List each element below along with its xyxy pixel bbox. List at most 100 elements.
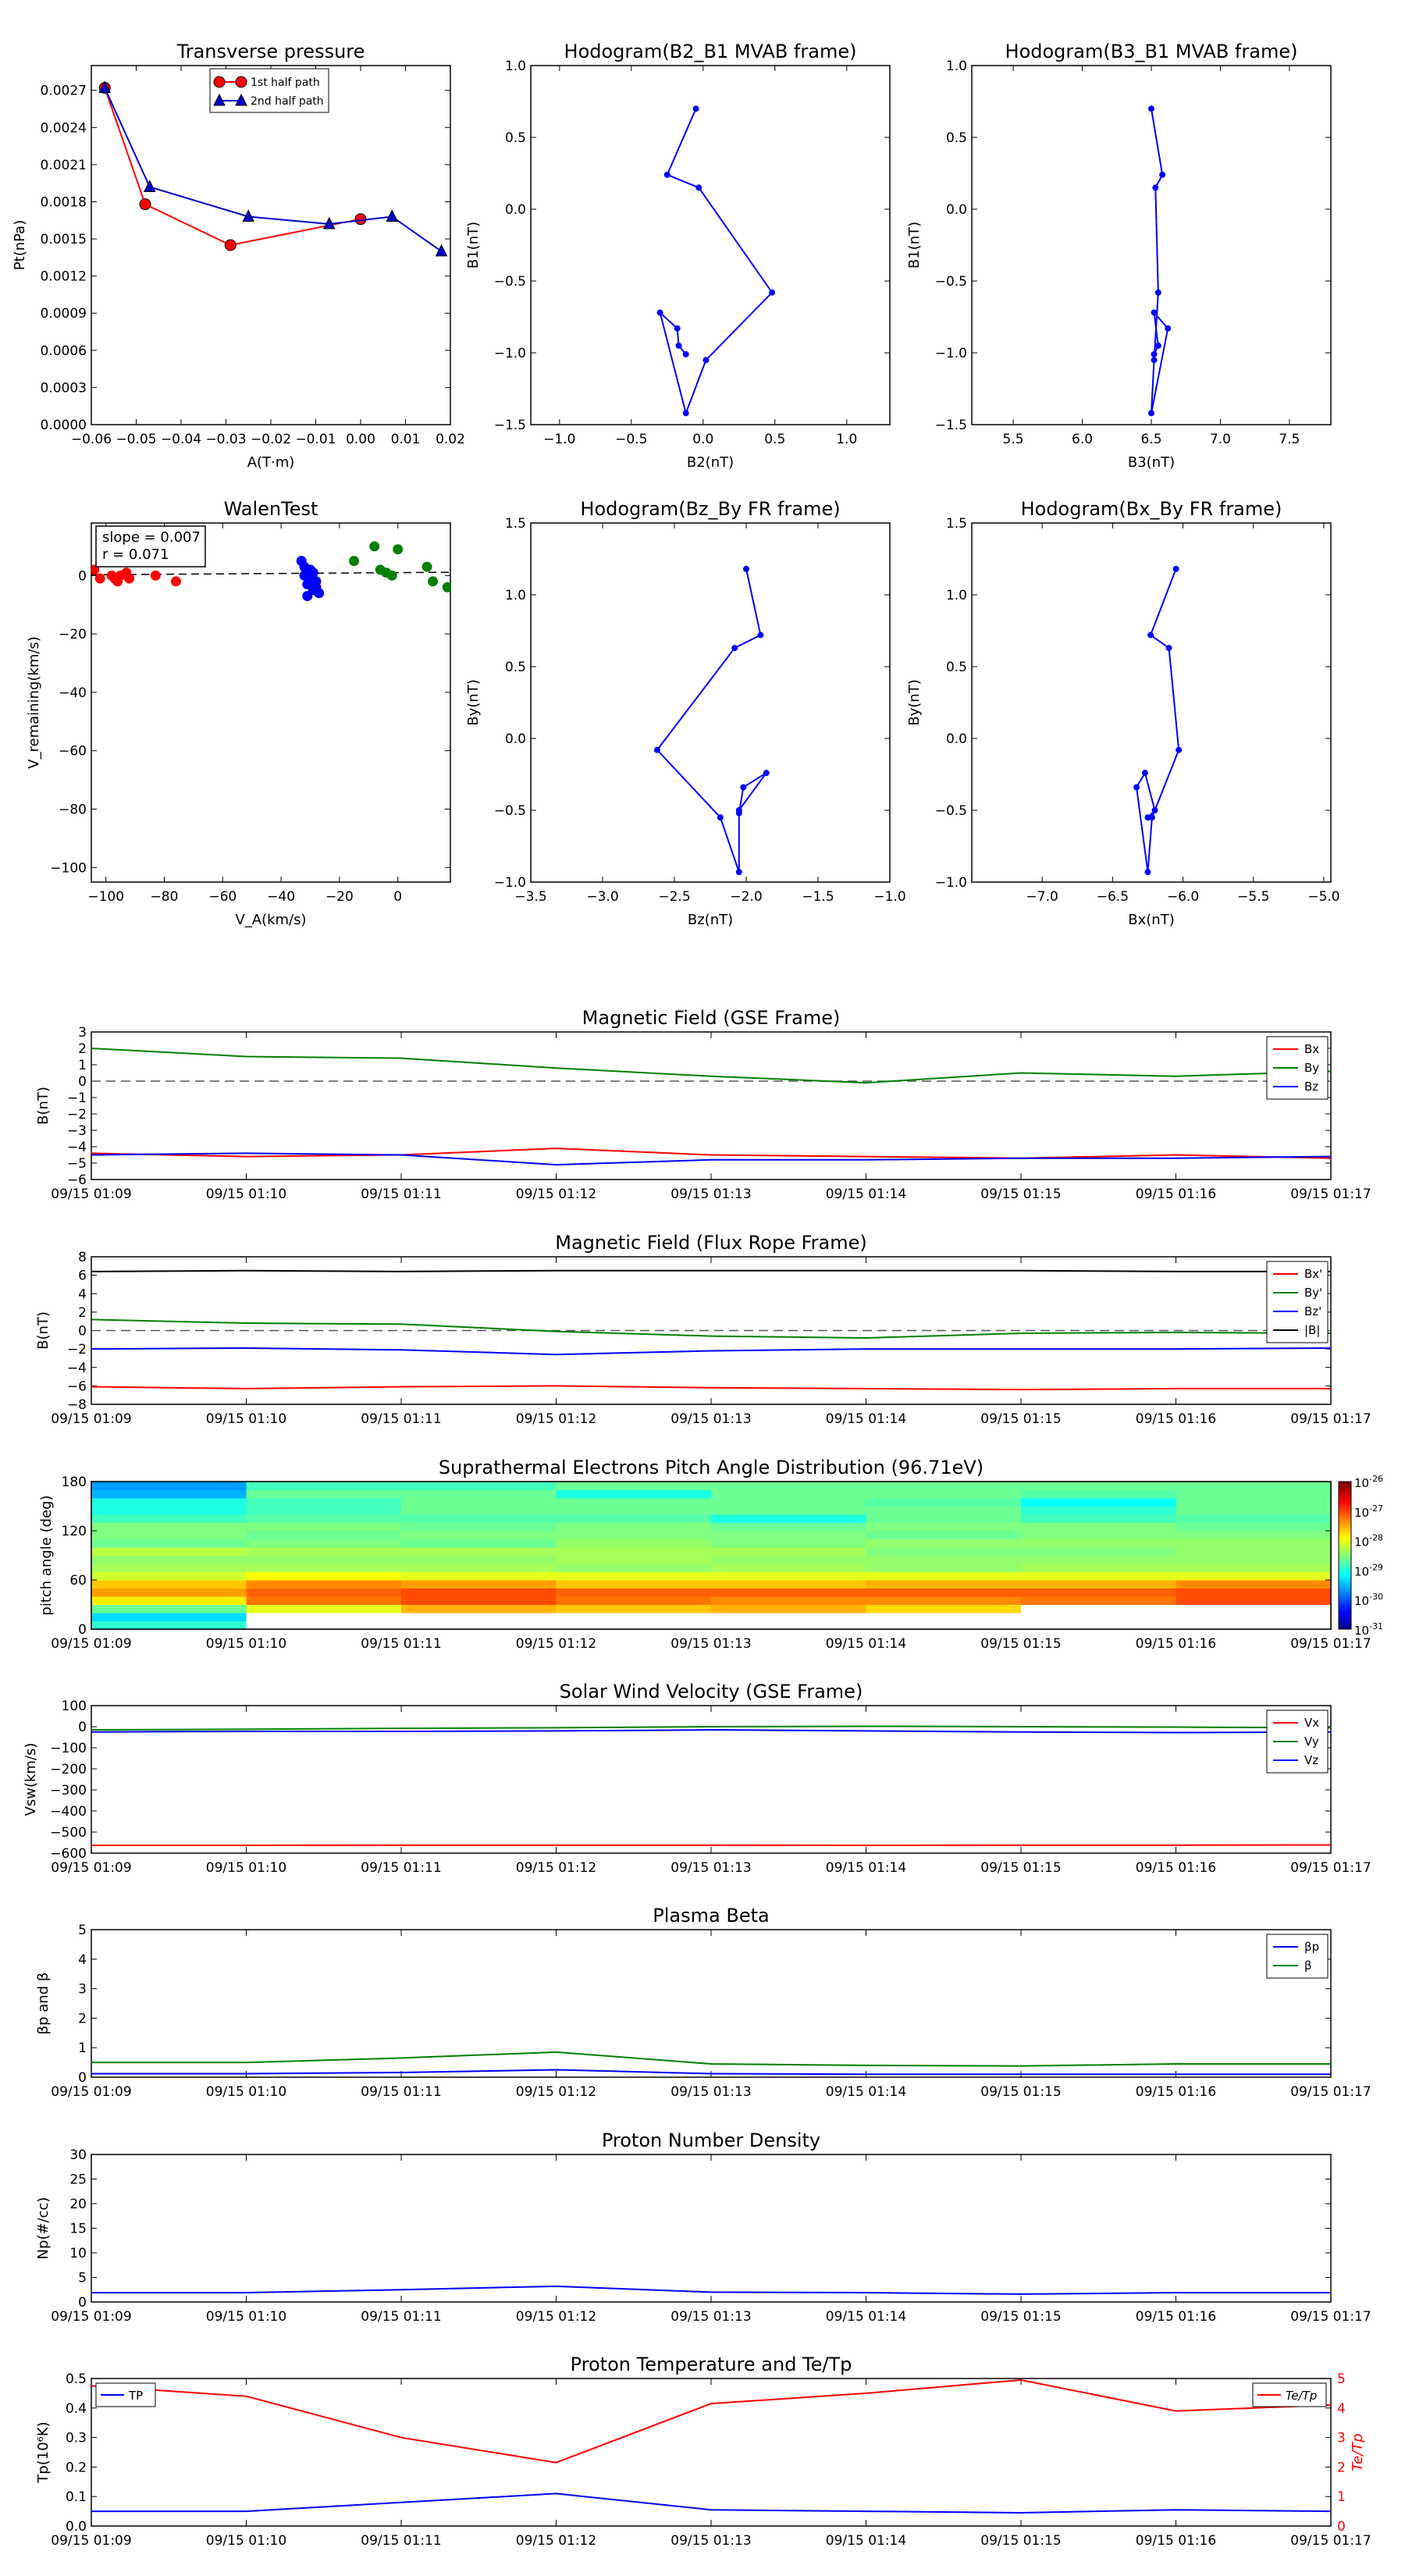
heatmap-cell xyxy=(91,1555,247,1564)
hodogram-bz-by-ytick-label: −1.0 xyxy=(494,875,526,891)
heatmap-cell xyxy=(1021,1547,1176,1556)
heatmap-cell xyxy=(1176,1571,1332,1581)
heatmap-cell xyxy=(246,1506,402,1515)
hodogram-bz-by-point xyxy=(740,784,747,791)
hodogram-b2-b1-marks xyxy=(656,105,776,417)
transverse-pressure-ytick-label: 0.0000 xyxy=(41,418,87,433)
walen-point xyxy=(422,561,432,572)
hodogram-bx-by-ytick-label: 1.0 xyxy=(946,588,967,603)
heatmap-cell xyxy=(91,1539,247,1548)
colorbar-segment xyxy=(1339,1489,1351,1493)
heatmap-cell xyxy=(556,1539,712,1548)
hodogram-b2-b1-point xyxy=(674,325,681,332)
magnetic-field-gse-title: Magnetic Field (GSE Frame) xyxy=(582,1007,841,1029)
proton-density-ytick-label: 0 xyxy=(78,2295,87,2311)
colorbar-segment xyxy=(1339,1562,1351,1566)
walen-test-ytick-label: 0 xyxy=(78,568,87,584)
plasma-beta-xtick-label: 09/15 01:16 xyxy=(1136,2084,1216,2100)
plasma-beta-xtick-label: 09/15 01:12 xyxy=(516,2084,596,2100)
colorbar-segment xyxy=(1339,1550,1351,1553)
heatmap-cell xyxy=(711,1580,866,1589)
proton-density-ytick-label: 25 xyxy=(69,2172,87,2188)
pitch-angle-xtick-label: 09/15 01:09 xyxy=(51,1636,131,1652)
proton-temperature-xtick-label: 09/15 01:13 xyxy=(670,2533,751,2549)
walen-test-xtick-label: −40 xyxy=(267,889,295,905)
magnetic-field-fr-xtick-label: 09/15 01:12 xyxy=(516,1411,596,1427)
transverse-pressure-point xyxy=(242,209,255,222)
proton-temperature-ytick-right-label: 3 xyxy=(1337,2431,1346,2446)
colorbar-segment xyxy=(1339,1542,1351,1546)
heatmap-cell xyxy=(401,1514,557,1523)
walen-test-xtick-label: −100 xyxy=(87,889,124,905)
colorbar-segment xyxy=(1339,1553,1351,1556)
hodogram-b3-b1-point xyxy=(1148,410,1154,417)
hodogram-bz-by-xtick-label: −2.0 xyxy=(730,889,762,905)
solar-wind-velocity-series-line xyxy=(91,1729,1332,1734)
heatmap-cell xyxy=(711,1547,866,1556)
heatmap-cell xyxy=(246,1489,402,1499)
pitch-angle-plot-frame-top xyxy=(91,1481,1332,1630)
pitch-angle-xtick-label: 09/15 01:16 xyxy=(1136,1636,1216,1652)
walen-point xyxy=(124,573,135,584)
hodogram-bz-by-ytick-label: −0.5 xyxy=(494,803,526,819)
solar-wind-velocity-xtick-label: 09/15 01:16 xyxy=(1136,1860,1216,1876)
magnetic-field-gse-plot-frame xyxy=(91,1031,1332,1180)
transverse-pressure-xtick-label: 0.02 xyxy=(436,432,465,447)
transverse-pressure-series-line xyxy=(104,87,443,252)
solar-wind-velocity-ytick-label: −600 xyxy=(50,1846,87,1862)
pitch-angle-xtick-label: 09/15 01:12 xyxy=(516,1636,596,1652)
walen-point xyxy=(369,541,380,552)
colorbar-segment xyxy=(1339,1510,1351,1514)
magnetic-field-gse-ytick-label: −4 xyxy=(67,1140,87,1155)
hodogram-bz-by-point xyxy=(735,869,742,876)
transverse-pressure-xtick-label: 0.00 xyxy=(346,432,375,447)
hodogram-bz-by-point xyxy=(763,770,770,777)
hodogram-b3-b1-point xyxy=(1152,184,1159,191)
magnetic-field-fr-title: Magnetic Field (Flux Rope Frame) xyxy=(555,1232,866,1254)
hodogram-bx-by-xtick-label: −6.0 xyxy=(1167,889,1199,905)
heatmap-cell xyxy=(711,1571,866,1581)
pt-legend-label: Te/Tp xyxy=(1286,2389,1317,2403)
pitch-angle-xtick-label: 09/15 01:15 xyxy=(980,1636,1061,1652)
plasma-beta-ytick-label: 0 xyxy=(78,2070,87,2086)
heatmap-cell xyxy=(866,1522,1022,1532)
heatmap-cell xyxy=(401,1621,557,1630)
proton-temperature-xtick-label: 09/15 01:10 xyxy=(206,2533,286,2549)
plasma-beta-ytick-label: 4 xyxy=(78,1952,87,1968)
pitch-angle-xtick-label: 09/15 01:14 xyxy=(826,1636,906,1652)
proton-density-title: Proton Number Density xyxy=(602,2129,820,2151)
solar-wind-velocity-xtick-label: 09/15 01:14 xyxy=(826,1860,906,1876)
heatmap-cell xyxy=(711,1482,866,1490)
magnetic-field-fr-legend-label: Bx' xyxy=(1304,1267,1322,1281)
proton-density-xtick-label: 09/15 01:09 xyxy=(51,2309,131,2325)
pitch-angle-title: Suprathermal Electrons Pitch Angle Distr… xyxy=(439,1457,984,1478)
hodogram-bx-by-ylabel: By(nT) xyxy=(906,679,923,725)
hodogram-b2-b1-point xyxy=(702,357,710,364)
heatmap-cell xyxy=(556,1531,712,1539)
solar-wind-velocity-series-line xyxy=(91,1725,1332,1731)
hodogram-bz-by-ytick-label: 0.5 xyxy=(505,660,526,675)
heatmap-cell xyxy=(246,1539,402,1548)
heatmap-cell xyxy=(91,1489,247,1499)
heatmap-cell xyxy=(556,1489,712,1499)
hodogram-b3-b1-ytick-label: 0.0 xyxy=(946,202,967,218)
pitch-angle-ytick-label: 0 xyxy=(78,1622,87,1638)
solar-wind-velocity-ytick-label: −300 xyxy=(50,1783,87,1799)
colorbar-segment xyxy=(1339,1611,1351,1615)
magnetic-field-gse-xtick-label: 09/15 01:11 xyxy=(361,1187,441,1202)
magnetic-field-fr-legend-label: Bz' xyxy=(1304,1304,1321,1318)
colorbar-segment xyxy=(1339,1518,1351,1521)
colorbar-segment xyxy=(1339,1572,1351,1576)
heatmap-cell xyxy=(556,1547,712,1556)
heatmap-cell xyxy=(866,1514,1022,1523)
heatmap-cell xyxy=(1021,1522,1176,1532)
hodogram-bx-by-xtick-label: −5.5 xyxy=(1237,889,1269,905)
proton-density-ytick-label: 20 xyxy=(69,2197,87,2212)
heatmap-cell xyxy=(246,1498,402,1507)
colorbar-exponent: -29 xyxy=(1369,1562,1383,1572)
solar-wind-velocity-ytick-label: −500 xyxy=(50,1825,87,1841)
transverse-pressure-plot-frame xyxy=(91,65,451,425)
colorbar-segment xyxy=(1339,1499,1351,1502)
pitch-angle-ytick-label: 60 xyxy=(69,1573,87,1589)
pitch-angle-xtick-label: 09/15 01:10 xyxy=(206,1636,286,1652)
